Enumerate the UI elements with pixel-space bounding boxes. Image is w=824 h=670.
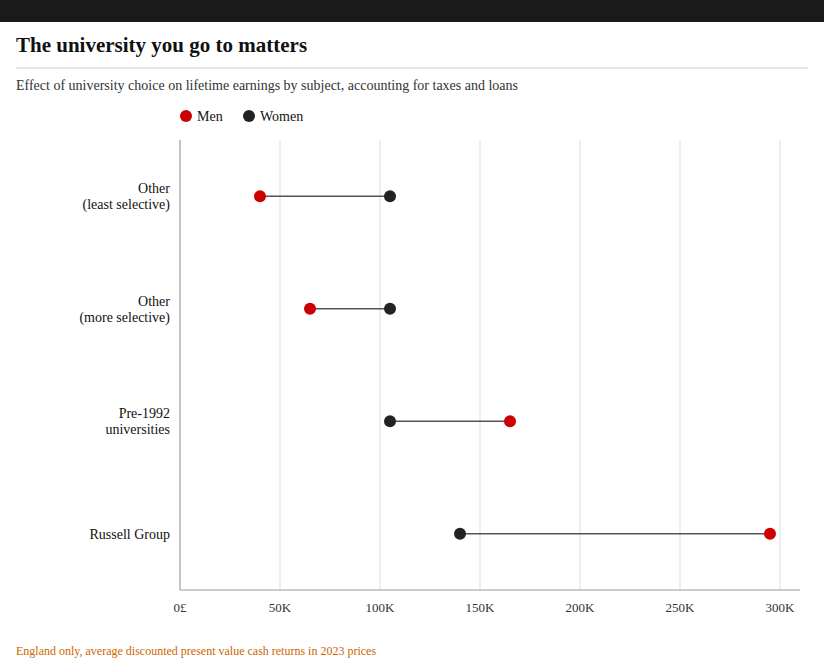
dot: [384, 303, 396, 315]
dot: [504, 415, 516, 427]
grid-line: [580, 140, 581, 590]
category-label: Russell Group: [90, 527, 171, 542]
x-tick-label: 100K: [366, 600, 396, 615]
legend-swatch: [180, 110, 192, 122]
marks: [254, 190, 776, 540]
grid-line: [380, 140, 381, 590]
legend-swatch: [243, 110, 255, 122]
grid: [180, 140, 780, 590]
category-label: Pre-1992universities: [105, 406, 170, 437]
category-label-line: Other: [138, 181, 170, 196]
category-label-line: Other: [138, 294, 170, 309]
y-axis-line: [180, 140, 181, 590]
grid-line: [780, 140, 781, 590]
dot: [254, 190, 266, 202]
legend-label: Women: [260, 109, 303, 124]
dot: [304, 303, 316, 315]
x-tick-label: 250K: [666, 600, 696, 615]
footnote: England only, average discounted present…: [16, 644, 376, 658]
grid-line: [180, 140, 181, 590]
category-label-line: Russell Group: [90, 527, 171, 542]
legend: Men Women: [180, 109, 303, 124]
category-label-line: (least selective): [83, 197, 171, 213]
x-tick-label: 150K: [466, 600, 496, 615]
grid-line: [680, 140, 681, 590]
header-bar: [0, 0, 824, 22]
connector: [460, 533, 770, 535]
subtitle: Effect of university choice on lifetime …: [16, 78, 518, 93]
grid-line: [480, 140, 481, 590]
category-label-line: universities: [105, 422, 170, 437]
title-rule: [16, 68, 808, 69]
chart: The university you go to matters Effect o…: [0, 0, 824, 670]
x-axis-line: [180, 590, 800, 591]
connector: [310, 308, 390, 310]
x-tick-label: 300K: [766, 600, 796, 615]
dot: [384, 415, 396, 427]
x-tick-label: 0£: [174, 600, 188, 615]
dot: [384, 190, 396, 202]
title: The university you go to matters: [16, 33, 307, 57]
grid-line: [280, 140, 281, 590]
category-label: Other(least selective): [83, 181, 171, 213]
legend-label: Men: [197, 109, 223, 124]
category-label-line: (more selective): [79, 310, 170, 326]
connector: [390, 420, 510, 422]
dot: [454, 528, 466, 540]
dot: [764, 528, 776, 540]
x-tick-label: 200K: [566, 600, 596, 615]
category-label-line: Pre-1992: [119, 406, 170, 421]
x-tick-label: 50K: [269, 600, 292, 615]
connector: [260, 195, 390, 197]
background: [0, 0, 824, 670]
category-label: Other(more selective): [79, 294, 170, 326]
